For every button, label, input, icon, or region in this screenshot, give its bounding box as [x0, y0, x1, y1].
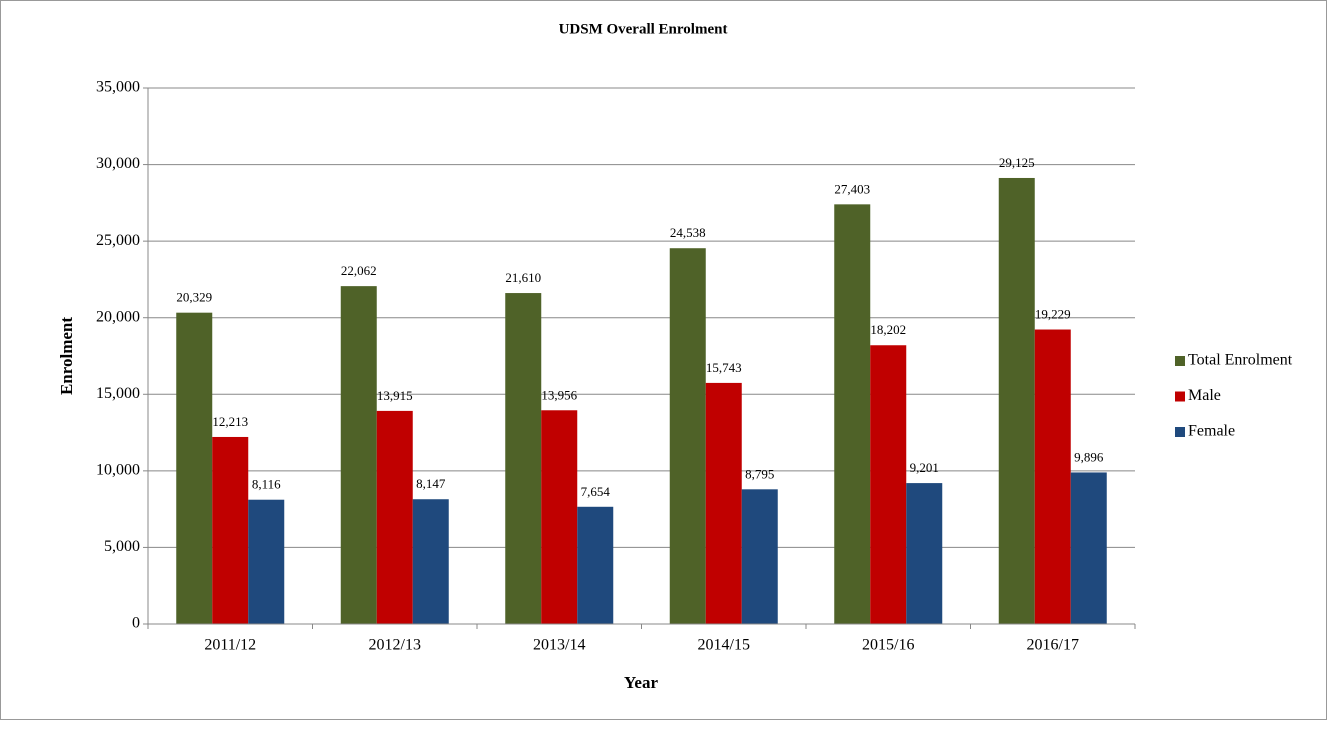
y-tick-label: 30,000 [96, 155, 140, 172]
y-tick-label: 15,000 [96, 385, 140, 402]
y-tick-label: 20,000 [96, 308, 140, 325]
legend-swatch [1175, 391, 1185, 402]
bar [412, 499, 449, 624]
x-tick-label: 2013/14 [533, 637, 585, 654]
bar [340, 286, 377, 624]
value-label: 8,116 [252, 477, 281, 492]
value-label: 18,202 [870, 322, 906, 337]
bar [834, 204, 871, 624]
bar [705, 382, 742, 624]
x-tick-label: 2016/17 [1027, 637, 1079, 654]
y-tick-label: 5,000 [104, 538, 140, 555]
value-label: 19,229 [1035, 307, 1071, 322]
y-axis-label: Enrolment [57, 317, 76, 395]
x-tick-label: 2015/16 [862, 637, 914, 654]
bar [248, 499, 285, 624]
value-label: 7,654 [581, 484, 611, 499]
value-label: 8,795 [745, 466, 774, 481]
value-label: 29,125 [999, 155, 1035, 170]
bar [669, 248, 706, 624]
bar [1070, 472, 1107, 624]
legend-swatch [1175, 427, 1185, 437]
x-axis-label: Year [624, 673, 658, 692]
value-label: 13,956 [541, 387, 577, 402]
y-tick-label: 10,000 [96, 462, 140, 479]
bar [906, 483, 943, 624]
x-tick-label: 2011/12 [204, 637, 256, 654]
value-label: 20,329 [176, 290, 212, 305]
bar [212, 436, 249, 624]
bar [577, 506, 614, 624]
value-label: 15,743 [706, 360, 742, 375]
legend-label: Male [1188, 387, 1221, 404]
value-label: 27,403 [834, 181, 870, 196]
value-label: 13,915 [377, 388, 413, 403]
legend-label: Total Enrolment [1188, 352, 1293, 369]
bar [505, 293, 542, 624]
legend-swatch [1175, 356, 1185, 366]
bar [376, 410, 413, 624]
value-label: 12,213 [212, 414, 248, 429]
x-tick-label: 2012/13 [369, 637, 421, 654]
value-label: 9,896 [1074, 449, 1104, 464]
value-label: 21,610 [505, 270, 541, 285]
bar [870, 345, 907, 624]
bar [741, 489, 778, 624]
value-label: 22,062 [341, 263, 377, 278]
legend-label: Female [1188, 423, 1235, 440]
bar [1034, 329, 1071, 624]
value-label: 8,147 [416, 476, 446, 491]
bar [176, 312, 213, 624]
y-tick-label: 25,000 [96, 232, 140, 249]
y-tick-label: 0 [132, 615, 140, 632]
chart-title: UDSM Overall Enrolment [559, 21, 728, 37]
bar [541, 410, 578, 624]
bar [998, 177, 1035, 624]
x-tick-label: 2014/15 [698, 637, 750, 654]
value-label: 24,538 [670, 225, 706, 240]
value-label: 9,201 [910, 460, 939, 475]
y-tick-label: 35,000 [96, 79, 140, 96]
